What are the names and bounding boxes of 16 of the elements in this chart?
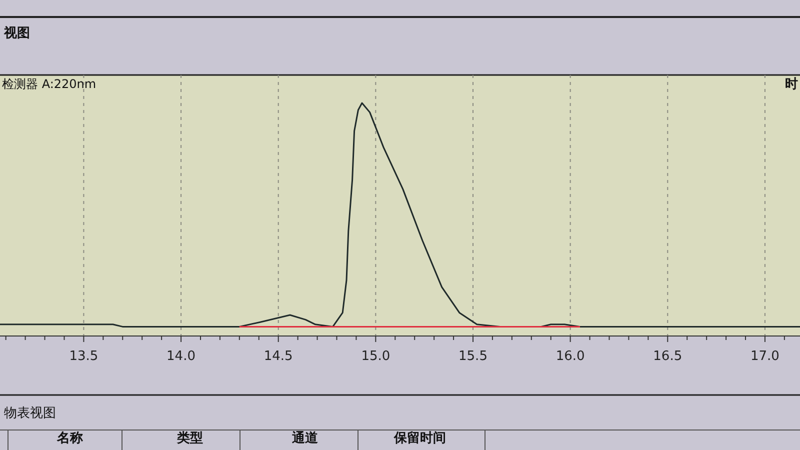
- x-tick-label: 14.5: [264, 349, 293, 364]
- text: 名称: [56, 431, 84, 446]
- text: 通道: [291, 430, 319, 446]
- text: 保留时间: [393, 431, 446, 446]
- x-tick-label: 14.0: [166, 349, 196, 364]
- text: 物表视图: [4, 406, 56, 421]
- x-tick-label: 13.5: [69, 349, 98, 364]
- x-tick-label: 16.0: [556, 349, 585, 364]
- x-tick-label: 15.5: [458, 349, 488, 364]
- x-tick-label: 17.0: [750, 349, 780, 364]
- chart-subtitle: 检测器 A:220nm: [2, 77, 96, 91]
- x-tick-label: 16.5: [653, 349, 682, 364]
- text: 时: [785, 77, 798, 92]
- x-tick-label: 15.0: [361, 349, 390, 364]
- chart-title: 视图: [3, 25, 30, 41]
- text: 类型: [176, 431, 203, 446]
